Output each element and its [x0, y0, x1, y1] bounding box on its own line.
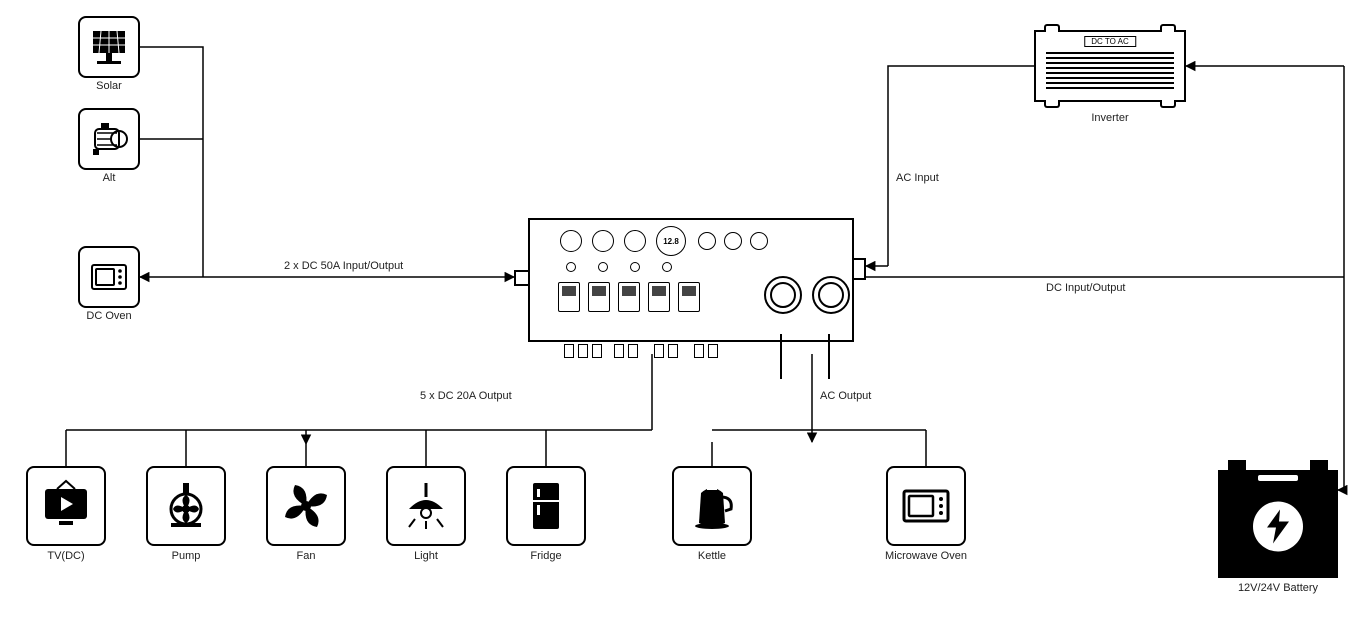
switch-2	[588, 282, 610, 312]
ac-outlet-2	[812, 276, 850, 314]
light-icon	[399, 479, 453, 533]
label-inverter: Inverter	[1034, 112, 1186, 124]
alternator-icon	[87, 117, 131, 161]
wire-inv-down	[888, 66, 1034, 266]
tv-icon	[39, 479, 93, 533]
node-mwoven	[886, 466, 966, 546]
label-light: Light	[386, 550, 466, 562]
fridge-icon	[519, 479, 573, 533]
switch-1	[558, 282, 580, 312]
inverter-fins	[1046, 52, 1174, 92]
plug-cord-2	[828, 334, 830, 379]
label-fridge: Fridge	[506, 550, 586, 562]
label-pump: Pump	[146, 550, 226, 562]
label-mwoven: Microwave Oven	[866, 550, 986, 562]
inverter-title: DC TO AC	[1084, 36, 1136, 47]
wire-solar-bus	[140, 47, 203, 277]
kettle-icon	[685, 479, 739, 533]
microwave-icon	[899, 479, 953, 533]
node-fan	[266, 466, 346, 546]
node-pump	[146, 466, 226, 546]
label-solar: Solar	[78, 80, 140, 92]
solar-panel-icon	[87, 25, 131, 69]
battery	[1218, 470, 1338, 578]
switch-3	[618, 282, 640, 312]
plug-cord-1	[780, 334, 782, 379]
voltage-gauge: 12.8	[656, 226, 686, 256]
terminal-strip-3	[654, 344, 678, 358]
edge-label-acout: AC Output	[820, 390, 871, 402]
label-battery: 12V/24V Battery	[1218, 582, 1338, 594]
label-dcoven: DC Oven	[78, 310, 140, 322]
fan-icon	[279, 479, 333, 533]
oven-icon	[87, 255, 131, 299]
label-tv: TV(DC)	[26, 550, 106, 562]
edge-label-acin: AC Input	[896, 172, 939, 184]
node-fridge	[506, 466, 586, 546]
pump-icon	[159, 479, 213, 533]
distribution-hub: 12.8	[528, 218, 854, 342]
switch-4	[648, 282, 670, 312]
terminal-strip-4	[694, 344, 718, 358]
node-light	[386, 466, 466, 546]
switch-5	[678, 282, 700, 312]
node-solar	[78, 16, 140, 78]
ac-outlet-1	[764, 276, 802, 314]
label-fan: Fan	[266, 550, 346, 562]
edge-label-dc50: 2 x DC 50A Input/Output	[284, 260, 403, 272]
edge-label-dc20: 5 x DC 20A Output	[420, 390, 512, 402]
node-tv	[26, 466, 106, 546]
label-alt: Alt	[78, 172, 140, 184]
edge-label-dcio: DC Input/Output	[1046, 282, 1126, 294]
label-kettle: Kettle	[672, 550, 752, 562]
terminal-strip-1	[564, 344, 602, 358]
terminal-strip-2	[614, 344, 638, 358]
node-kettle	[672, 466, 752, 546]
lightning-bolt-icon	[1253, 502, 1303, 552]
node-dcoven	[78, 246, 140, 308]
node-alt	[78, 108, 140, 170]
